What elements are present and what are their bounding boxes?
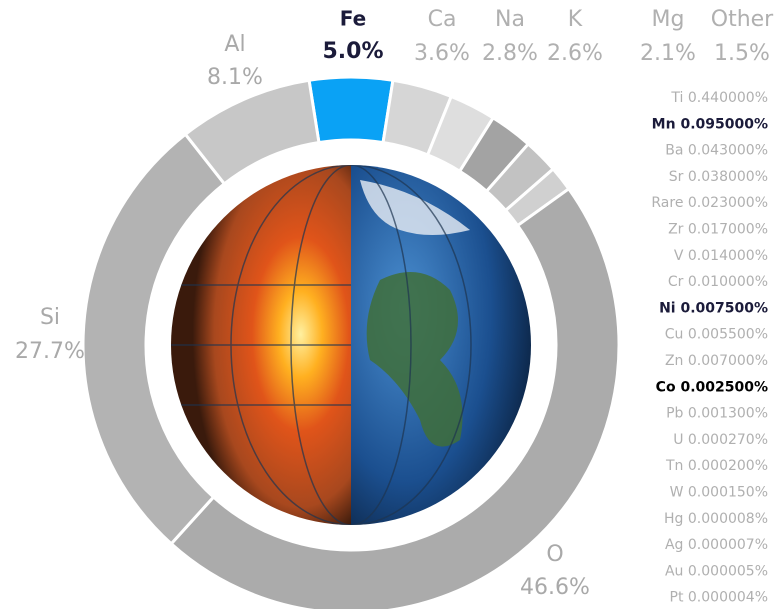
trace-name: V (674, 248, 684, 264)
labels: Fe 5.0% Ca 3.6% Na 2.8% K 2.6% Mg 2.1% Other 1.5% O 4… (15, 7, 774, 601)
trace-value: 0.000200% (688, 458, 768, 474)
trace-name: Zr (668, 222, 684, 238)
trace-item: Zn 0.007000% (665, 353, 768, 369)
segment-name: Fe (340, 7, 366, 31)
trace-item: Rare 0.023000% (651, 195, 768, 211)
trace-item: Pt 0.000004% (670, 590, 769, 606)
donut-segment (183, 78, 321, 186)
trace-name: Co (656, 379, 676, 395)
trace-name: Ba (665, 143, 683, 159)
donut-segment (307, 75, 395, 145)
trace-name: Mn (652, 116, 676, 132)
trace-item: Ti 0.440000% (670, 90, 768, 106)
segment-name: Other (711, 7, 774, 32)
trace-value: 0.000005% (688, 563, 768, 579)
donut-segment (169, 186, 621, 609)
trace-name: W (670, 485, 684, 501)
trace-item: Hg 0.000008% (664, 511, 768, 527)
trace-name: Cr (668, 274, 684, 290)
segment-value: 1.5% (714, 41, 770, 66)
segment-value: 2.1% (640, 41, 696, 66)
trace-name: Sr (669, 169, 684, 185)
trace-item: V 0.014000% (674, 248, 768, 264)
trace-value: 0.023000% (688, 195, 768, 211)
trace-item: Co 0.002500% (656, 379, 768, 395)
segment-name: K (568, 7, 583, 32)
segment-name: Na (495, 7, 525, 32)
globe (171, 165, 531, 525)
trace-name: Hg (664, 511, 683, 527)
trace-value: 0.000004% (688, 590, 768, 606)
trace-item: Cr 0.010000% (668, 274, 768, 290)
trace-name: Tn (665, 458, 683, 474)
trace-item: Au 0.000005% (665, 563, 768, 579)
trace-name: Pt (670, 590, 684, 606)
segment-value: 27.7% (15, 339, 85, 364)
trace-item: U 0.000270% (673, 432, 768, 448)
trace-item: Ba 0.043000% (665, 143, 768, 159)
segment-value: 3.6% (414, 41, 470, 66)
donut (81, 75, 621, 609)
trace-value: 0.095000% (680, 116, 768, 132)
segment-value: 2.8% (482, 41, 538, 66)
trace-name: Pb (666, 406, 683, 422)
trace-list: Ti 0.440000%Mn 0.095000%Ba 0.043000%Sr 0… (651, 90, 768, 606)
segment-value: 5.0% (322, 39, 383, 64)
trace-name: Rare (651, 195, 683, 211)
segment-value: 46.6% (520, 575, 590, 600)
trace-item: W 0.000150% (670, 485, 768, 501)
trace-value: 0.002500% (680, 379, 768, 395)
segment-name: Al (224, 32, 245, 57)
trace-item: Tn 0.000200% (665, 458, 768, 474)
trace-value: 0.000150% (688, 485, 768, 501)
trace-value: 0.000007% (688, 537, 768, 553)
segment-name: Ca (428, 7, 457, 32)
segment-name: Si (40, 305, 60, 330)
trace-value: 0.000270% (688, 432, 768, 448)
trace-value: 0.001300% (688, 406, 768, 422)
trace-name: Ti (670, 90, 683, 106)
trace-value: 0.043000% (688, 143, 768, 159)
trace-item: Ni 0.007500% (659, 300, 768, 316)
trace-value: 0.007000% (688, 353, 768, 369)
trace-name: Au (665, 563, 683, 579)
trace-value: 0.010000% (688, 274, 768, 290)
trace-value: 0.000008% (688, 511, 768, 527)
trace-value: 0.440000% (688, 90, 768, 106)
trace-name: U (673, 432, 683, 448)
trace-item: Zr 0.017000% (668, 222, 768, 238)
trace-value: 0.005500% (688, 327, 768, 343)
trace-value: 0.007500% (680, 300, 768, 316)
trace-name: Ag (665, 537, 683, 553)
trace-value: 0.017000% (688, 222, 768, 238)
trace-value: 0.014000% (688, 248, 768, 264)
segment-name: O (546, 542, 563, 567)
trace-item: Sr 0.038000% (669, 169, 768, 185)
trace-name: Zn (665, 353, 683, 369)
segment-name: Mg (652, 7, 685, 32)
trace-name: Cu (665, 327, 684, 343)
donut-segment (81, 132, 227, 546)
trace-item: Cu 0.005500% (665, 327, 768, 343)
segment-value: 2.6% (547, 41, 603, 66)
trace-item: Mn 0.095000% (652, 116, 768, 132)
trace-name: Ni (659, 300, 676, 316)
trace-item: Ag 0.000007% (665, 537, 768, 553)
segment-value: 8.1% (207, 65, 263, 90)
trace-value: 0.038000% (688, 169, 768, 185)
trace-item: Pb 0.001300% (666, 406, 768, 422)
